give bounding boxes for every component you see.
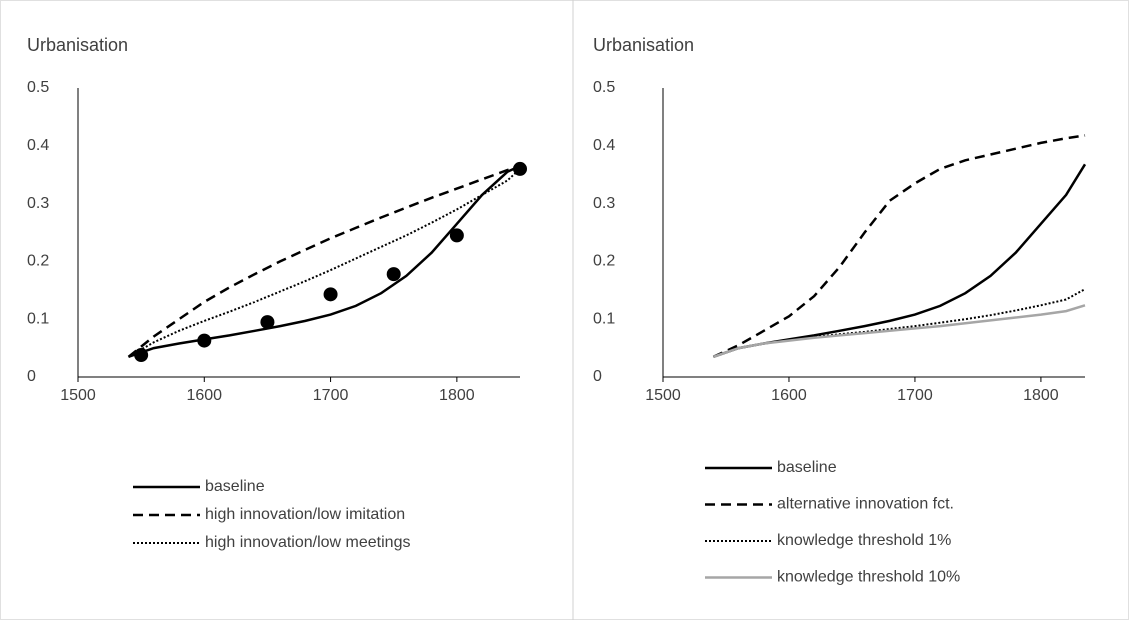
y-tick-label: 0: [593, 368, 602, 385]
y-tick-label: 0.5: [593, 79, 615, 96]
y-tick-label: 0.3: [593, 195, 615, 212]
data-point: [134, 348, 149, 363]
legend-label: high innovation/low imitation: [205, 506, 405, 523]
x-tick-label: 1800: [439, 387, 475, 404]
data-point: [513, 161, 527, 176]
data-point: [449, 228, 464, 243]
y-tick-label: 0.4: [593, 137, 615, 154]
series-line: [712, 304, 1086, 358]
data-point: [386, 267, 401, 282]
chart-title: Urbanisation: [593, 35, 694, 55]
data-point: [323, 287, 338, 302]
x-tick-label: 1700: [313, 387, 349, 404]
y-tick-label: 0.2: [27, 253, 49, 270]
legend-label: alternative innovation fct.: [777, 496, 954, 513]
data-point: [197, 333, 212, 348]
x-tick-label: 1600: [186, 387, 222, 404]
series-line: [127, 164, 521, 358]
y-tick-label: 0.4: [27, 137, 49, 154]
y-tick-label: 0.1: [593, 310, 615, 327]
chart-title: Urbanisation: [27, 35, 128, 55]
x-tick-label: 1500: [60, 387, 96, 404]
legend-label: baseline: [777, 459, 837, 476]
x-tick-label: 1700: [897, 387, 933, 404]
series-line: [128, 168, 521, 358]
series-line: [128, 164, 521, 358]
y-tick-label: 0.5: [27, 79, 49, 96]
legend-label: baseline: [205, 478, 265, 495]
y-tick-label: 0.1: [27, 310, 49, 327]
x-tick-label: 1800: [1023, 387, 1059, 404]
y-tick-label: 0.3: [27, 195, 49, 212]
legend-label: knowledge threshold 1%: [777, 532, 951, 549]
data-point: [260, 315, 275, 330]
legend-label: knowledge threshold 10%: [777, 569, 960, 586]
y-tick-label: 0: [27, 368, 36, 385]
legend-label: high innovation/low meetings: [205, 534, 410, 551]
series-line: [712, 134, 1086, 358]
x-tick-label: 1600: [771, 387, 807, 404]
x-tick-label: 1500: [645, 387, 681, 404]
y-tick-label: 0.2: [593, 253, 615, 270]
